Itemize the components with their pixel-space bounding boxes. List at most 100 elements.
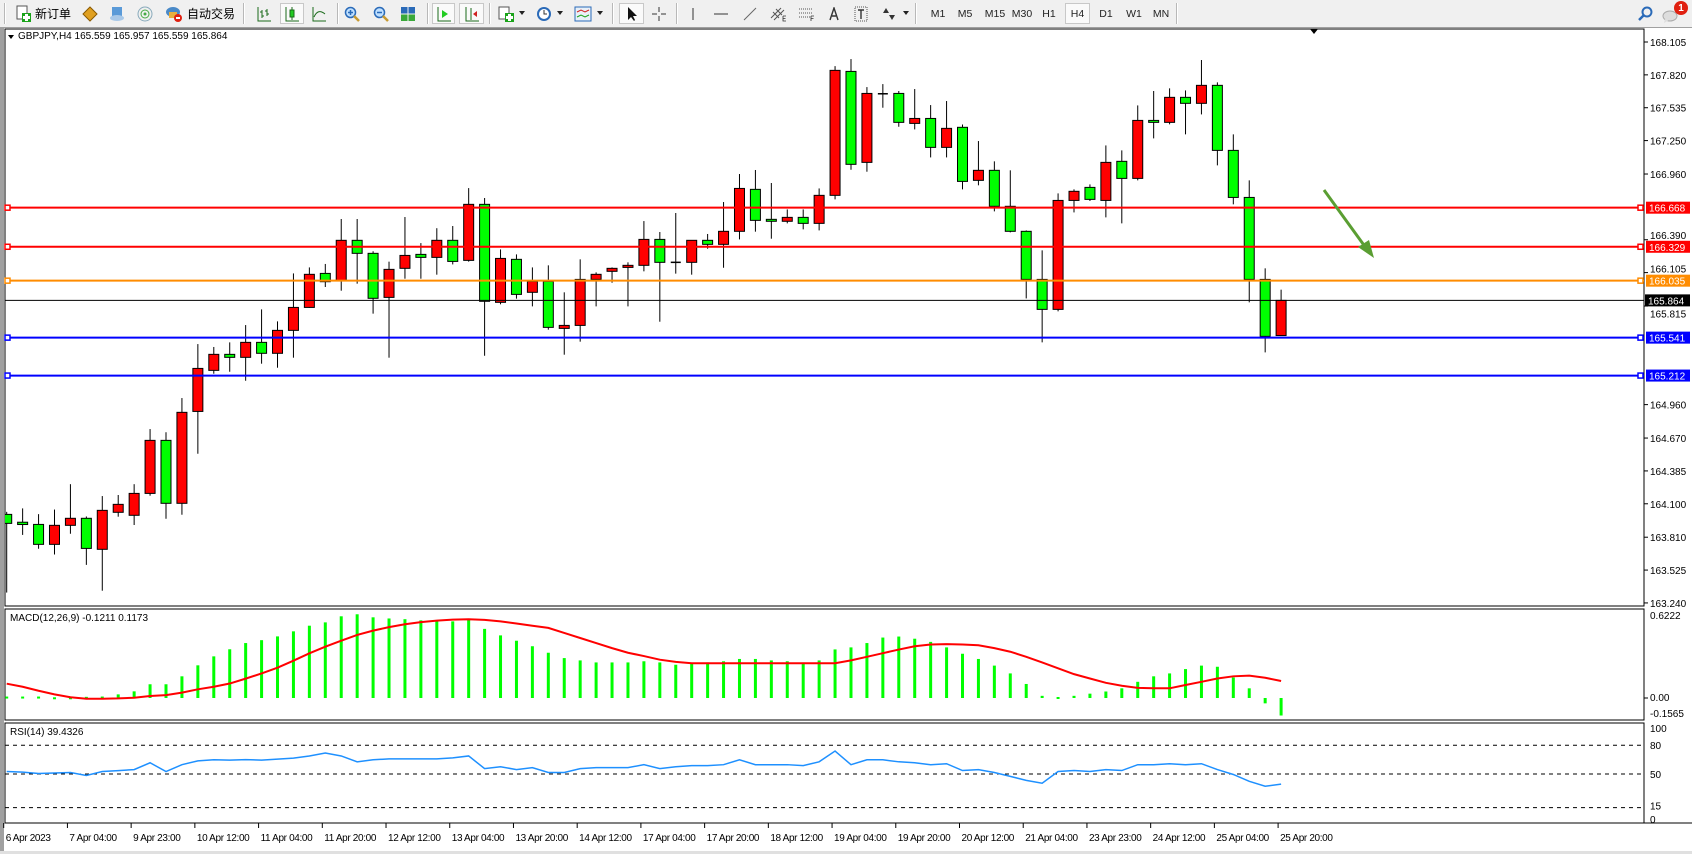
horizontal-line[interactable] <box>4 204 1644 211</box>
autotrade-label[interactable]: 自动交易 <box>186 7 235 21</box>
new-order-button[interactable] <box>12 3 34 24</box>
text-button[interactable] <box>827 3 841 24</box>
rsi-pane[interactable] <box>4 722 1645 824</box>
zoom-in-button[interactable] <box>343 3 361 24</box>
price-tick-label: 167.820 <box>1650 71 1687 82</box>
candle-body <box>431 239 443 258</box>
macd-histogram-bar <box>929 641 933 698</box>
templates-button[interactable] <box>574 3 592 24</box>
line-anchor-right[interactable] <box>1637 372 1644 379</box>
line-anchor-right[interactable] <box>1637 334 1644 341</box>
horizontal-line[interactable] <box>4 334 1644 341</box>
candle-body <box>319 272 331 283</box>
candle <box>463 188 475 262</box>
arrow-annotation[interactable] <box>1322 189 1374 258</box>
zoom-out-button[interactable] <box>372 3 390 24</box>
timeframe-m5[interactable]: M5 <box>957 7 973 20</box>
macd-pane[interactable] <box>4 608 1645 721</box>
navigator-button[interactable] <box>107 3 127 24</box>
candle-body <box>256 341 268 354</box>
symbol-menu-triangle-icon[interactable] <box>8 35 14 39</box>
rsi-scale-label: 0 <box>1650 815 1656 826</box>
tile-windows-button[interactable] <box>399 3 417 24</box>
autoscroll-button[interactable] <box>432 3 455 24</box>
periodicity-button[interactable] <box>535 3 553 24</box>
search-button[interactable] <box>1636 3 1654 24</box>
macd-histogram-bar <box>1231 677 1235 698</box>
candle-body <box>558 324 570 329</box>
candle-body <box>845 70 857 165</box>
toolbar-grip[interactable] <box>4 3 6 24</box>
vertical-line-button[interactable] <box>686 3 700 24</box>
status-edge <box>0 851 1692 854</box>
macd-histogram-bar <box>976 658 980 698</box>
horizontal-line[interactable] <box>4 277 1644 284</box>
candlestick-button[interactable] <box>280 3 304 24</box>
macd-histogram-bar <box>626 662 630 698</box>
candle-body <box>144 439 156 494</box>
timeframe-w1[interactable]: W1 <box>1126 7 1142 20</box>
timeframe-m30[interactable]: M30 <box>1011 7 1033 20</box>
timeframe-mn[interactable]: MN <box>1152 7 1170 20</box>
fibonacci-button[interactable] <box>798 3 816 24</box>
new-order-label[interactable]: 新订单 <box>34 7 71 21</box>
indicators-button[interactable] <box>497 3 515 24</box>
candle-body <box>1195 84 1207 104</box>
candle-body <box>749 188 761 221</box>
market-watch-button[interactable] <box>80 3 100 24</box>
notifications-button[interactable] <box>1660 3 1682 24</box>
indicators-dropdown-icon[interactable] <box>519 11 525 15</box>
candle-body <box>574 278 586 326</box>
line-anchor-left[interactable] <box>4 204 11 211</box>
candle <box>160 432 172 519</box>
macd-histogram-bar <box>1168 673 1172 698</box>
timeframe-m15[interactable]: M15 <box>984 7 1006 20</box>
horizontal-line[interactable] <box>4 372 1644 379</box>
line-anchor-right[interactable] <box>1637 277 1644 284</box>
time-label: 13 Apr 20:00 <box>515 833 568 844</box>
candle-body <box>925 117 937 148</box>
templates-dropdown-icon[interactable] <box>597 11 603 15</box>
arrows-dropdown-icon[interactable] <box>903 11 909 15</box>
macd-histogram-bar <box>21 696 25 699</box>
trendline-button[interactable] <box>742 3 758 24</box>
timeframe-h1[interactable]: H1 <box>1042 7 1056 20</box>
text-icon <box>829 6 839 20</box>
line-anchor-right[interactable] <box>1637 204 1644 211</box>
candle <box>1052 193 1064 312</box>
equidistant-channel-button[interactable] <box>770 3 788 24</box>
time-label: 17 Apr 20:00 <box>707 833 760 844</box>
candle <box>718 202 730 268</box>
candle-body <box>1243 196 1255 280</box>
main-chart-pane[interactable] <box>4 28 1645 607</box>
line-anchor-left[interactable] <box>4 277 11 284</box>
line-anchor-left[interactable] <box>4 334 11 341</box>
cursor-button[interactable] <box>619 3 644 24</box>
signals-button[interactable] <box>135 3 155 24</box>
horizontal-line-button[interactable] <box>713 3 729 24</box>
text-label-button[interactable] <box>853 3 869 24</box>
bar-chart-button[interactable] <box>255 3 273 24</box>
chart-shift-marker-icon[interactable] <box>1310 29 1318 34</box>
timeframe-d1[interactable]: D1 <box>1099 7 1113 20</box>
macd-histogram-bar <box>1024 683 1028 698</box>
time-label: 25 Apr 04:00 <box>1216 833 1269 844</box>
line-price-label: 165.212 <box>1649 372 1686 383</box>
timeframe-h4[interactable]: H4 <box>1065 3 1090 24</box>
line-anchor-right[interactable] <box>1637 243 1644 251</box>
crosshair-button[interactable] <box>650 3 668 24</box>
timeframe-m1[interactable]: M1 <box>930 7 946 20</box>
line-anchor-left[interactable] <box>4 372 11 379</box>
candle-body <box>909 117 921 124</box>
search-icon <box>1638 6 1653 21</box>
arrows-button[interactable] <box>880 3 898 24</box>
autotrade-button[interactable] <box>163 3 185 24</box>
line-anchor-left[interactable] <box>4 243 11 251</box>
candle-body <box>526 280 538 293</box>
line-chart-button[interactable] <box>310 3 328 24</box>
macd-histogram-bar <box>371 617 375 698</box>
periodicity-dropdown-icon[interactable] <box>557 11 563 15</box>
chart-shift-button[interactable] <box>459 3 484 24</box>
candle <box>479 198 491 356</box>
